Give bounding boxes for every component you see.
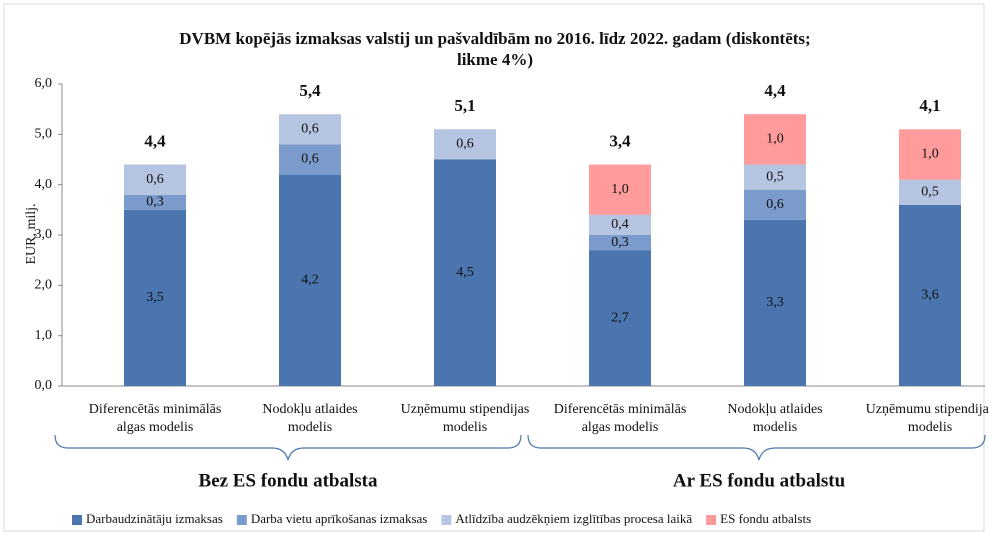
x-tick-label: Uzņēmumu stipendijas — [866, 402, 989, 417]
chart-frame — [3, 3, 985, 532]
x-tick-label: modelis — [288, 420, 332, 435]
total-label: 5,4 — [299, 81, 321, 100]
y-tick-label: 3,0 — [35, 227, 53, 242]
legend-swatch — [236, 515, 247, 525]
value-label: 0,5 — [921, 184, 939, 199]
legend-label: Darbaudzinātāju izmaksas — [86, 511, 223, 526]
total-label: 4,4 — [764, 81, 786, 100]
bar-segment — [279, 174, 341, 386]
value-label: 3,5 — [146, 290, 164, 305]
bar-segment — [124, 194, 186, 210]
legend-swatch — [706, 515, 717, 525]
value-label: 4,5 — [456, 265, 474, 280]
group-label: Ar ES fondu atbalstu — [673, 470, 846, 491]
value-label: 0,6 — [456, 137, 474, 152]
y-tick-label: 1,0 — [35, 328, 53, 343]
bar-segment — [589, 164, 651, 215]
x-tick-label: modelis — [908, 420, 952, 435]
x-tick-label: Diferencētās minimālās — [89, 402, 222, 417]
y-tick-label: 5,0 — [35, 127, 53, 142]
total-label: 3,4 — [609, 131, 631, 150]
y-tick-label: 2,0 — [35, 278, 53, 293]
total-label: 4,1 — [919, 96, 940, 115]
bar-segment — [124, 164, 186, 195]
value-label: 1,0 — [921, 147, 939, 162]
x-tick-label: algas modelis — [117, 420, 194, 435]
bar-segment — [899, 129, 961, 180]
bar-segment — [589, 214, 651, 235]
group-label: Bez ES fondu atbalsta — [199, 470, 378, 491]
bar-segment — [589, 250, 651, 386]
legend-swatch — [72, 515, 82, 525]
bar-segment — [899, 204, 961, 386]
bar-segment — [434, 159, 496, 386]
total-label: 5,1 — [454, 96, 475, 115]
x-tick-label: Diferencētās minimālās — [554, 402, 687, 417]
group-brace — [54, 434, 522, 461]
legend-label: Darba vietu aprīkošanas izmaksas — [251, 511, 428, 526]
value-label: 0,5 — [766, 169, 784, 184]
bar-segment — [744, 189, 806, 220]
chart-title: likme 4%) — [457, 50, 533, 69]
bar-segment — [124, 209, 186, 386]
value-label: 3,6 — [921, 288, 939, 303]
value-label: 0,6 — [766, 197, 784, 212]
bar-segment — [744, 219, 806, 386]
chart-title: DVBM kopējās izmaksas valstij un pašvald… — [179, 29, 810, 48]
value-label: 0,6 — [301, 152, 319, 167]
value-label: 0,6 — [301, 122, 319, 137]
legend-label: Atlīdzība audzēkņiem izglītības procesa … — [455, 511, 692, 526]
value-label: 2,7 — [611, 310, 629, 325]
x-tick-label: Uzņēmumu stipendijas — [401, 402, 530, 417]
value-label: 1,0 — [611, 182, 629, 197]
value-label: 0,6 — [146, 172, 164, 187]
x-tick-label: modelis — [753, 420, 797, 435]
value-label: 1,0 — [766, 132, 784, 147]
bar-segment — [589, 235, 651, 251]
x-tick-label: Nodokļu atlaides — [727, 402, 822, 417]
y-axis-label: EUR, milj. — [24, 203, 39, 264]
value-label: 4,2 — [301, 273, 319, 288]
group-brace — [527, 434, 986, 461]
legend-swatch — [441, 515, 452, 525]
legend-label: ES fondu atbalsts — [720, 511, 811, 526]
x-tick-label: algas modelis — [582, 420, 659, 435]
bar-segment — [744, 164, 806, 190]
bar-segment — [899, 179, 961, 205]
total-label: 4,4 — [144, 131, 166, 150]
bar-segment — [279, 114, 341, 145]
x-tick-label: modelis — [443, 420, 487, 435]
value-label: 0,3 — [611, 235, 629, 250]
y-tick-label: 6,0 — [35, 76, 53, 91]
bar-segment — [744, 114, 806, 165]
x-tick-label: Nodokļu atlaides — [262, 402, 357, 417]
y-tick-label: 4,0 — [35, 177, 53, 192]
value-label: 3,3 — [766, 295, 784, 310]
bar-segment — [434, 129, 496, 160]
bar-segment — [279, 144, 341, 175]
value-label: 0,3 — [146, 195, 164, 210]
y-tick-label: 0,0 — [35, 378, 53, 393]
value-label: 0,4 — [611, 217, 629, 232]
